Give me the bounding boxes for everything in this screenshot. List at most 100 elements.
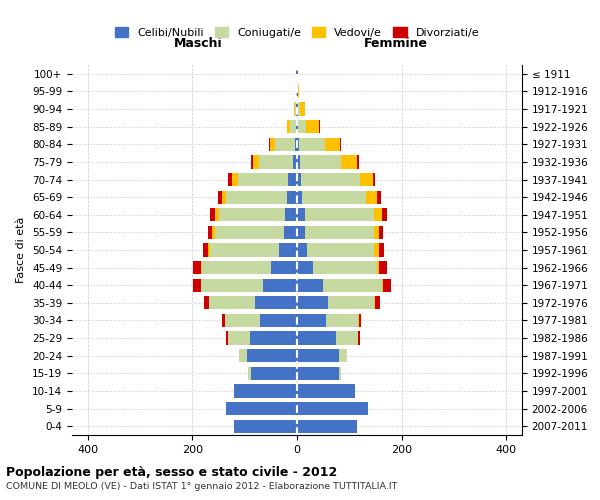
- Bar: [297, 366, 339, 380]
- Bar: [357, 156, 359, 168]
- Bar: [382, 278, 383, 292]
- Bar: [255, 296, 297, 310]
- Bar: [295, 138, 297, 151]
- Bar: [297, 296, 328, 310]
- Bar: [297, 349, 339, 362]
- Bar: [298, 85, 299, 98]
- Bar: [201, 261, 202, 274]
- Bar: [226, 402, 297, 415]
- Bar: [251, 366, 297, 380]
- Bar: [298, 120, 306, 134]
- Bar: [232, 173, 238, 186]
- Bar: [300, 102, 305, 116]
- Bar: [228, 332, 250, 344]
- Bar: [218, 208, 286, 222]
- Bar: [360, 173, 373, 186]
- Bar: [296, 120, 297, 134]
- Bar: [247, 349, 297, 362]
- Bar: [373, 173, 376, 186]
- Bar: [297, 173, 301, 186]
- Bar: [359, 314, 361, 327]
- Bar: [379, 261, 387, 274]
- Y-axis label: Fasce di età: Fasce di età: [16, 217, 26, 283]
- Bar: [377, 261, 379, 274]
- Bar: [325, 138, 340, 151]
- Bar: [379, 226, 383, 239]
- Bar: [215, 226, 284, 239]
- Text: Popolazione per età, sesso e stato civile - 2012: Popolazione per età, sesso e stato civil…: [6, 466, 337, 479]
- Bar: [301, 173, 360, 186]
- Bar: [222, 314, 225, 327]
- Bar: [234, 420, 297, 433]
- Bar: [226, 190, 287, 204]
- Bar: [269, 138, 270, 151]
- Bar: [382, 208, 387, 222]
- Bar: [297, 314, 326, 327]
- Bar: [326, 314, 358, 327]
- Bar: [323, 278, 382, 292]
- Bar: [286, 208, 297, 222]
- Bar: [374, 296, 376, 310]
- Bar: [374, 244, 379, 256]
- Bar: [297, 156, 299, 168]
- Bar: [299, 138, 325, 151]
- Bar: [250, 332, 297, 344]
- Bar: [215, 208, 218, 222]
- Bar: [260, 314, 297, 327]
- Bar: [305, 226, 374, 239]
- Text: Maschi: Maschi: [173, 37, 223, 50]
- Bar: [305, 208, 374, 222]
- Bar: [379, 244, 384, 256]
- Bar: [297, 384, 355, 398]
- Bar: [248, 366, 251, 380]
- Bar: [284, 226, 297, 239]
- Bar: [374, 226, 379, 239]
- Bar: [201, 278, 263, 292]
- Bar: [297, 261, 313, 274]
- Bar: [278, 244, 297, 256]
- Bar: [366, 190, 377, 204]
- Bar: [297, 332, 336, 344]
- Bar: [212, 226, 215, 239]
- Bar: [297, 244, 307, 256]
- Bar: [297, 226, 305, 239]
- Bar: [297, 208, 305, 222]
- Bar: [210, 208, 215, 222]
- Bar: [253, 156, 259, 168]
- Bar: [239, 349, 247, 362]
- Bar: [209, 296, 255, 310]
- Text: COMUNE DI MEOLO (VE) - Dati ISTAT 1° gennaio 2012 - Elaborazione TUTTITALIA.IT: COMUNE DI MEOLO (VE) - Dati ISTAT 1° gen…: [6, 482, 397, 491]
- Bar: [297, 120, 298, 134]
- Bar: [295, 102, 296, 116]
- Bar: [229, 173, 232, 186]
- Bar: [297, 190, 302, 204]
- Bar: [238, 173, 287, 186]
- Bar: [209, 244, 278, 256]
- Bar: [259, 156, 293, 168]
- Bar: [358, 332, 360, 344]
- Bar: [340, 138, 341, 151]
- Bar: [376, 296, 380, 310]
- Bar: [287, 190, 297, 204]
- Bar: [263, 278, 297, 292]
- Bar: [297, 402, 368, 415]
- Bar: [208, 226, 212, 239]
- Bar: [297, 278, 323, 292]
- Bar: [225, 314, 260, 327]
- Bar: [203, 244, 208, 256]
- Bar: [275, 138, 295, 151]
- Bar: [294, 102, 295, 116]
- Bar: [234, 384, 297, 398]
- Bar: [374, 208, 382, 222]
- Bar: [307, 244, 374, 256]
- Bar: [339, 366, 341, 380]
- Text: Femmine: Femmine: [364, 37, 428, 50]
- Bar: [202, 261, 271, 274]
- Bar: [251, 156, 253, 168]
- Bar: [205, 296, 209, 310]
- Bar: [383, 278, 391, 292]
- Bar: [193, 261, 201, 274]
- Bar: [377, 190, 381, 204]
- Bar: [298, 102, 300, 116]
- Bar: [271, 261, 297, 274]
